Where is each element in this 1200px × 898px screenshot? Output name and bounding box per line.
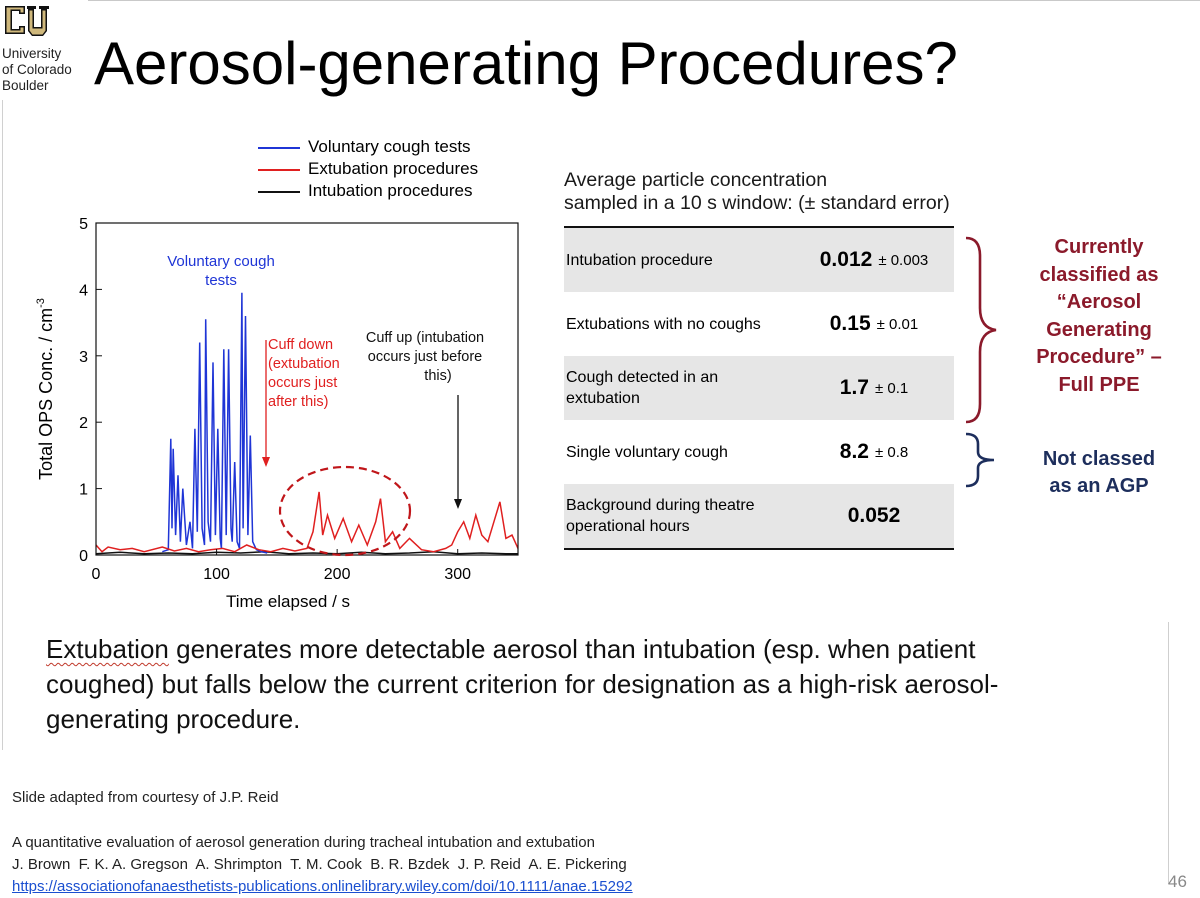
cuff-down-annotation-line4: after this) [268, 394, 328, 410]
conclusion-first-word: Extubation [46, 634, 169, 664]
row-label: Single voluntary cough [566, 443, 728, 461]
row-error: ± 0.1 [874, 379, 909, 397]
university-logo: University of Colorado Boulder [2, 2, 88, 98]
agp-note-line3: “Aerosol [1056, 291, 1142, 313]
page-number: 46 [1168, 872, 1187, 891]
legend-label-extubation: Extubation procedures [308, 159, 479, 178]
agp-note-line6: Full PPE [1058, 373, 1140, 396]
row-label: Cough detected in an extubation [566, 369, 719, 407]
row-label: Extubations with no coughs [566, 315, 761, 333]
agp-classification-note: Currently classified as “Aerosol Generat… [1018, 234, 1180, 399]
table-row: Intubation procedure 0.012 ± 0.003 [564, 228, 954, 292]
series-line-extubation-procedures [95, 491, 519, 553]
row-value-cell: 1.7 ± 0.1 [794, 356, 954, 420]
agp-note-line4: Generating [1046, 318, 1152, 341]
y-tick-label: 2 [79, 415, 88, 432]
logo-text-line2: of Colorado [2, 62, 72, 77]
not-agp-brace-icon [965, 432, 995, 488]
table-row: Extubations with no coughs 0.15 ± 0.01 [564, 292, 954, 356]
cuff-up-annotation-line1: Cuff up (intubation [366, 330, 484, 346]
row-label: Background during theatre operational ho… [566, 497, 755, 535]
agp-note-line2: classified as [1039, 263, 1159, 286]
x-tick-label: 300 [444, 566, 471, 583]
concentration-table: Intubation procedure 0.012 ± 0.003 Extuba… [564, 226, 954, 550]
row-label: Intubation procedure [566, 251, 713, 269]
y-tick-label: 3 [79, 349, 88, 366]
cuff-up-annotation-line3: this) [424, 368, 451, 384]
voluntary-annotation-line1: Voluntary cough [167, 253, 275, 270]
cuff-up-annotation-line2: occurs just before [368, 349, 482, 365]
cuff-down-arrowhead [262, 457, 270, 467]
cuff-down-annotation-line1: Cuff down [268, 337, 333, 353]
reference-title: A quantitative evaluation of aerosol gen… [12, 834, 595, 851]
legend-swatch-intubation [258, 191, 300, 193]
cuff-down-annotation-line2: (extubation [268, 356, 340, 372]
series-line-voluntary-cough-tests [162, 292, 268, 554]
cuff-down-annotation-line3: occurs just [268, 375, 337, 391]
conclusion-text: Extubation generates more detectable aer… [46, 632, 1036, 737]
row-value-cell: 8.2 ± 0.8 [794, 420, 954, 484]
table-row: Single voluntary cough 8.2 ± 0.8 [564, 420, 954, 484]
row-value-cell: 0.012 ± 0.003 [794, 228, 954, 292]
cu-emblem-icon [5, 6, 49, 36]
table-heading: Average particle concentration sampled i… [564, 169, 950, 215]
row-value: 8.2 [839, 440, 869, 463]
slide-left-border [2, 100, 3, 750]
row-value: 1.7 [839, 376, 869, 399]
x-tick-label: 0 [92, 566, 101, 583]
logo-text-line1: University [2, 46, 62, 61]
legend-swatch-voluntary [258, 147, 300, 149]
slide-top-border [88, 0, 1200, 1]
row-error: ± 0.01 [876, 315, 919, 333]
not-agp-note-line1: Not classed [1042, 448, 1156, 470]
table-heading-line1: Average particle concentration [564, 169, 828, 191]
series-line-intubation-procedures [95, 550, 518, 555]
cuff-up-arrowhead [454, 499, 462, 509]
row-value-cell: 0.15 ± 0.01 [794, 292, 954, 356]
x-tick-label: 100 [203, 566, 230, 583]
reference-block: A quantitative evaluation of aerosol gen… [12, 832, 633, 898]
reference-link[interactable]: https://associationofanaesthetists-publi… [12, 878, 633, 895]
legend-label-voluntary: Voluntary cough tests [308, 137, 471, 156]
conclusion-rest: generates more detectable aerosol than i… [46, 634, 999, 734]
table-heading-line2: sampled in a 10 s window: (± standard er… [564, 192, 950, 214]
legend-swatch-extubation [258, 169, 300, 171]
chart-ticks: 0 100 200 300 0 1 2 3 4 5 [79, 216, 471, 583]
extubation-highlight-ellipse [278, 465, 412, 557]
plot-frame [95, 222, 519, 556]
notes-textbox-border [40, 622, 1169, 884]
y-tick-label: 1 [79, 482, 88, 499]
y-axis-label-exponent: -3 [35, 298, 47, 308]
row-value: 0.15 [829, 312, 871, 335]
slide-title: Aerosol-generating Procedures? [94, 30, 958, 97]
y-axis-label-text: Total OPS Conc. / cm [36, 308, 56, 480]
x-tick-label: 200 [324, 566, 351, 583]
voluntary-annotation-line2: tests [205, 272, 237, 289]
legend-label-intubation: Intubation procedures [308, 181, 473, 200]
agp-brace-icon [965, 236, 997, 424]
not-agp-note: Not classed as an AGP [1018, 446, 1180, 500]
reference-authors: J. Brown F. K. A. Gregson A. Shrimpton T… [12, 856, 627, 873]
y-tick-label: 4 [79, 282, 88, 299]
x-axis-label: Time elapsed / s [226, 592, 350, 611]
y-axis-label: Total OPS Conc. / cm-3 [35, 298, 56, 480]
row-error: ± 0.8 [874, 443, 909, 461]
row-value: 0.012 [819, 248, 873, 271]
agp-note-line1: Currently [1054, 236, 1144, 258]
table-row: Background during theatre operational ho… [564, 484, 954, 548]
y-tick-label: 5 [79, 216, 88, 233]
not-agp-note-line2: as an AGP [1049, 475, 1149, 497]
logo-text-line3: Boulder [2, 78, 49, 93]
table-row: Cough detected in an extubation 1.7 ± 0.1 [564, 356, 954, 420]
agp-note-line5: Procedure” – [1036, 346, 1162, 368]
row-value: 0.052 [847, 504, 901, 527]
row-value-cell: 0.052 [794, 484, 954, 548]
row-error: ± 0.003 [878, 251, 929, 269]
y-tick-label: 0 [79, 548, 88, 565]
slide-credit: Slide adapted from courtesy of J.P. Reid [12, 789, 279, 806]
particle-concentration-chart: 0 100 200 300 0 1 2 3 4 5 Time elapsed / s Total … [35, 216, 519, 611]
